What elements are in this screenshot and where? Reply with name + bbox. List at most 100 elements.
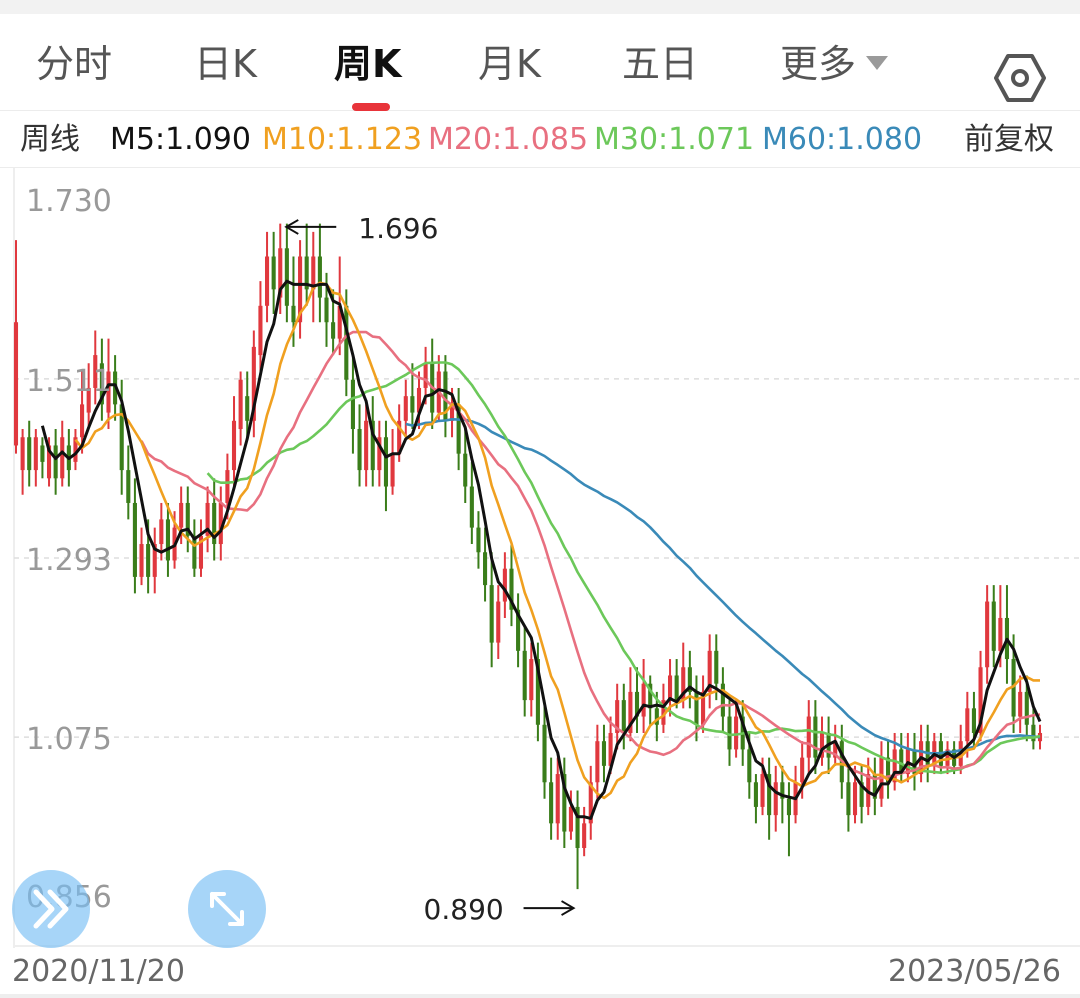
candle-body	[324, 297, 329, 323]
ma30-line	[206, 361, 1041, 775]
candle-body	[687, 667, 692, 692]
candle-body	[998, 617, 1003, 651]
candle-body	[291, 305, 296, 323]
candle-body	[886, 757, 891, 783]
ma20-line	[140, 330, 1041, 781]
candle-body	[284, 248, 289, 306]
candle-body	[344, 305, 349, 380]
candle-body	[397, 420, 402, 454]
candle-body	[562, 774, 567, 832]
tab-daily-k[interactable]: 日K	[194, 42, 257, 86]
candle-body	[298, 256, 303, 323]
candle-body	[1024, 691, 1029, 725]
candle-body	[588, 782, 593, 824]
candle-body	[231, 420, 237, 471]
candle-body	[516, 609, 521, 651]
ma30-value: M30:1.071	[594, 122, 755, 157]
candle-body	[529, 659, 534, 701]
candle-body	[773, 782, 778, 816]
candle-body	[601, 741, 607, 766]
candle-body	[833, 741, 838, 758]
tab-intraday[interactable]: 分时	[36, 42, 113, 86]
tab-more-label: 更多	[780, 42, 857, 86]
candle-body	[985, 601, 990, 668]
candle-body	[132, 502, 137, 577]
tab-five-day[interactable]: 五日	[622, 42, 699, 86]
tab-weekly-k[interactable]: 周K	[334, 42, 402, 86]
period-label: 周线	[20, 122, 80, 157]
tab-more[interactable]: 更多	[780, 42, 889, 86]
candle-body	[496, 601, 501, 643]
candle-body	[899, 749, 904, 775]
candle-body	[463, 453, 468, 487]
candle-body	[390, 453, 395, 487]
candle-body	[780, 782, 785, 799]
high-arrow-head	[284, 219, 299, 235]
candle-body	[350, 379, 355, 430]
candle-body	[146, 544, 151, 577]
candle-body	[119, 404, 124, 471]
candle-body	[1011, 659, 1016, 717]
candle-body	[707, 650, 712, 692]
end-date-label: 2023/05/26	[888, 954, 1061, 989]
candle-body	[165, 519, 170, 561]
candle-body	[542, 724, 547, 783]
start-date-label: 2020/11/20	[12, 954, 185, 989]
candle-body	[502, 568, 507, 602]
candle-body	[568, 806, 573, 832]
candle-body	[489, 585, 494, 643]
fullscreen-button[interactable]	[188, 870, 266, 948]
moving-average-bar: 周线 M5:1.090 M10:1.123 M20:1.085 M30:1.07…	[0, 111, 1080, 168]
candle-body	[846, 782, 851, 816]
expand-arrows-icon	[210, 892, 244, 926]
candle-body	[106, 371, 111, 413]
candle-body	[198, 535, 204, 569]
candle-body	[555, 774, 560, 824]
candle-body	[423, 363, 428, 388]
candle-body	[185, 502, 190, 536]
candle-body	[443, 371, 448, 421]
low-arrow-head	[561, 900, 576, 916]
candle-body	[159, 519, 164, 545]
candle-body	[727, 716, 732, 750]
candle-body	[945, 749, 950, 766]
candle-body	[311, 256, 316, 290]
candle-body	[416, 387, 422, 413]
candle-body	[694, 691, 699, 725]
tab-monthly-k[interactable]: 月K	[478, 42, 541, 86]
candle-body	[734, 716, 739, 750]
candle-body	[767, 774, 772, 816]
candle-body	[608, 732, 613, 766]
collapse-button[interactable]	[12, 870, 90, 948]
candle-body	[892, 749, 897, 783]
candle-body	[535, 659, 540, 725]
candle-body	[337, 305, 342, 339]
settings-hexagon-icon[interactable]	[994, 52, 1046, 104]
candle-body	[634, 691, 640, 717]
candle-body	[304, 256, 309, 290]
candle-body	[971, 708, 976, 733]
candle-body	[813, 716, 818, 758]
candle-body	[179, 502, 184, 528]
candle-body	[331, 322, 336, 339]
candle-body	[73, 437, 78, 462]
candle-body	[978, 667, 983, 733]
status-strip	[0, 0, 1080, 14]
candle-body	[93, 355, 98, 388]
candle-body	[760, 774, 765, 807]
ma5-line	[40, 279, 1042, 820]
candle-body	[852, 782, 858, 816]
candle-body	[377, 437, 382, 471]
candle-body	[212, 502, 217, 545]
candle-body	[20, 437, 25, 471]
candle-body	[701, 691, 706, 725]
candle-body	[912, 749, 917, 775]
candle-body	[575, 806, 580, 848]
adjustment-label[interactable]: 前复权	[964, 122, 1054, 157]
ma60-value: M60:1.080	[762, 122, 923, 157]
candle-body	[720, 683, 725, 717]
candle-body	[753, 782, 758, 807]
candle-body	[251, 346, 256, 421]
ma20-value: M20:1.085	[428, 122, 589, 157]
